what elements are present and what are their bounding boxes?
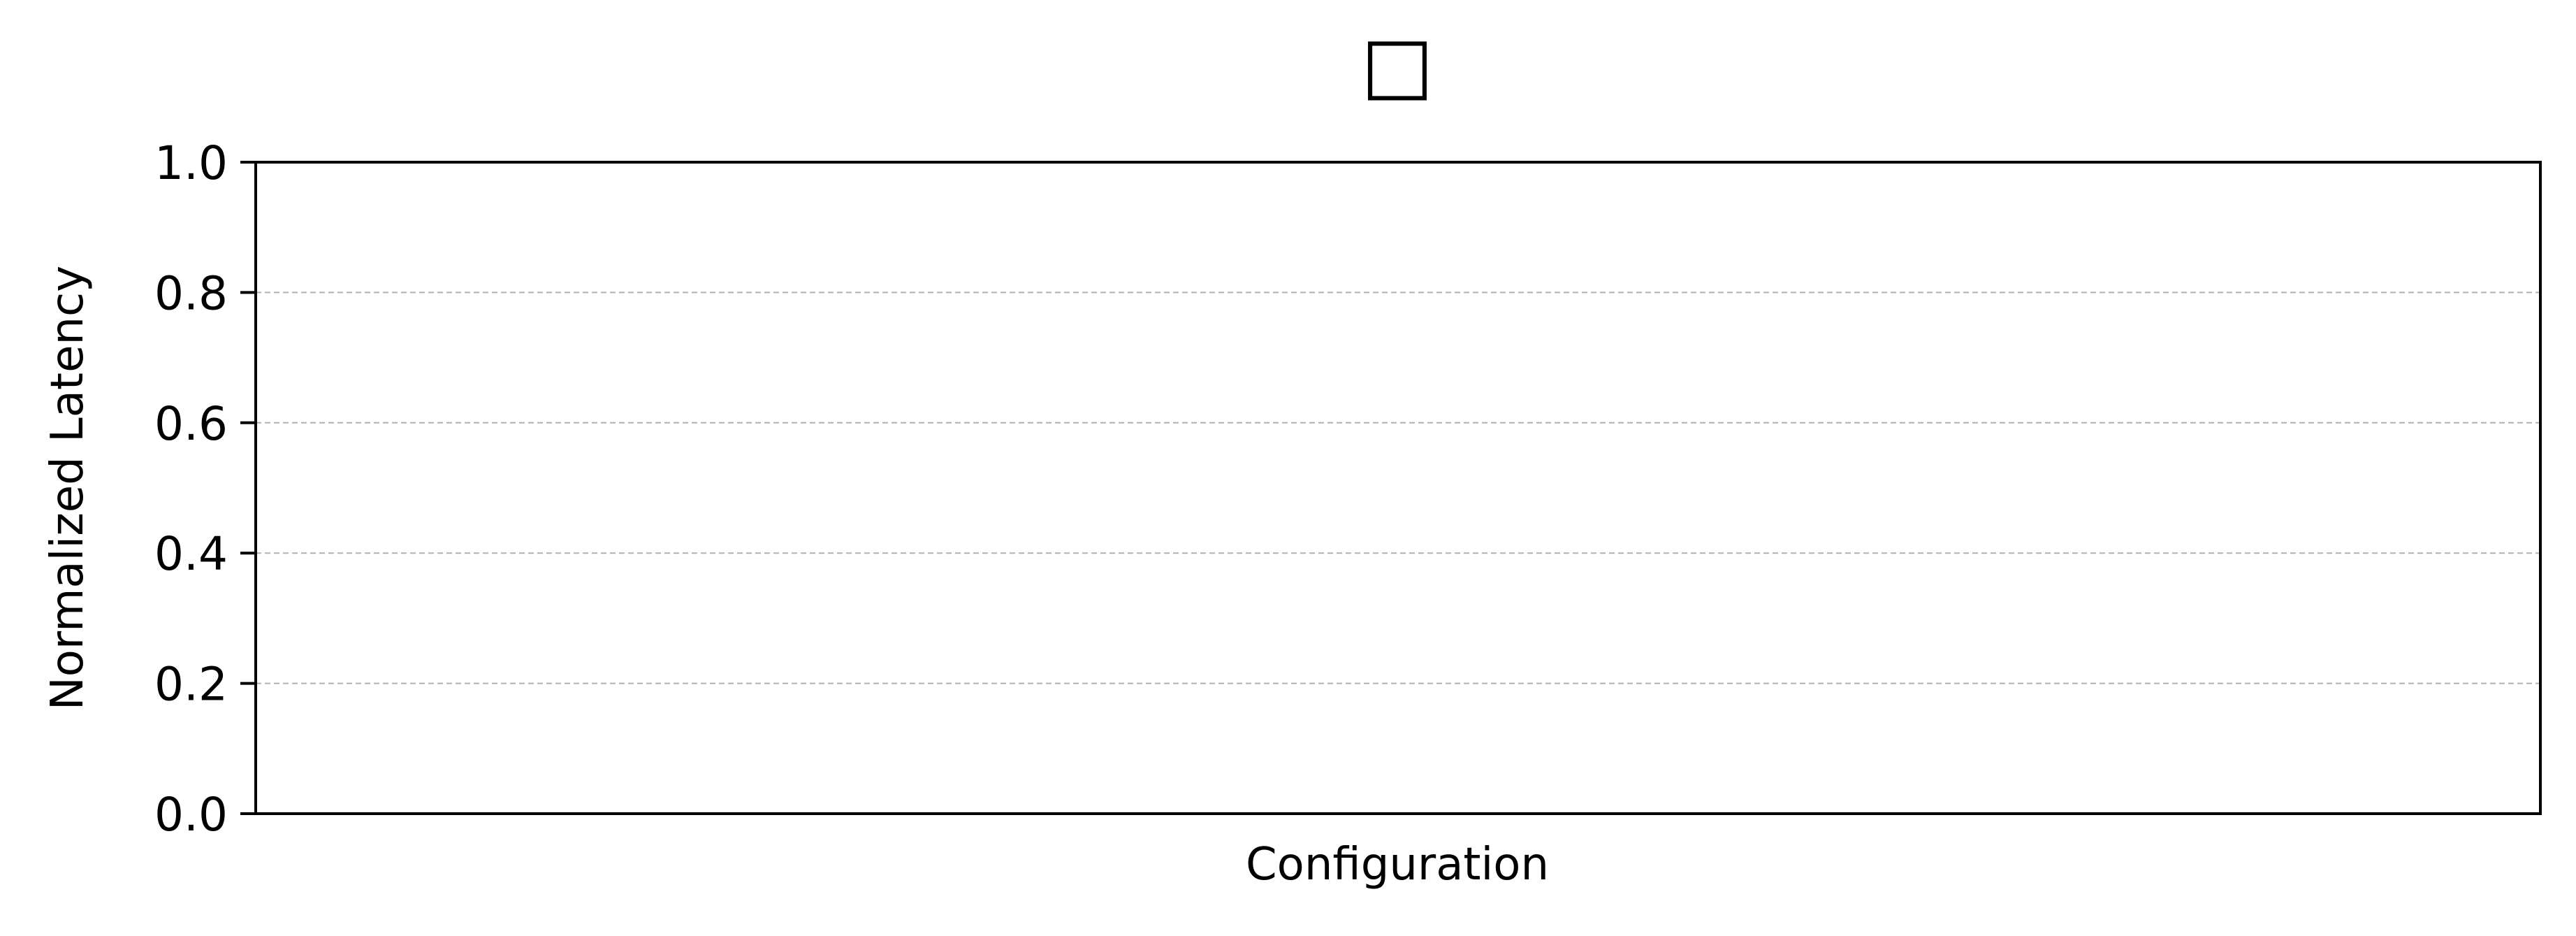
y-tick-label: 0.6 bbox=[154, 397, 228, 451]
y-tick-label: 0.2 bbox=[154, 658, 228, 712]
y-axis-ticks: 0.0 0.2 0.4 0.6 0.8 1.0 bbox=[154, 136, 256, 842]
plot-area-frame bbox=[254, 161, 2542, 815]
x-axis-label: Configuration bbox=[1246, 839, 1549, 891]
y-tick-label: 0.0 bbox=[154, 788, 228, 842]
legend-marker-icon: □ bbox=[1361, 20, 1434, 109]
grid-lines bbox=[256, 291, 2540, 684]
y-axis-label: Normalized Latency bbox=[42, 266, 94, 710]
y-tick-label: 0.8 bbox=[154, 266, 228, 320]
y-tick-label: 0.4 bbox=[154, 527, 228, 581]
y-tick-label: 1.0 bbox=[154, 136, 228, 190]
